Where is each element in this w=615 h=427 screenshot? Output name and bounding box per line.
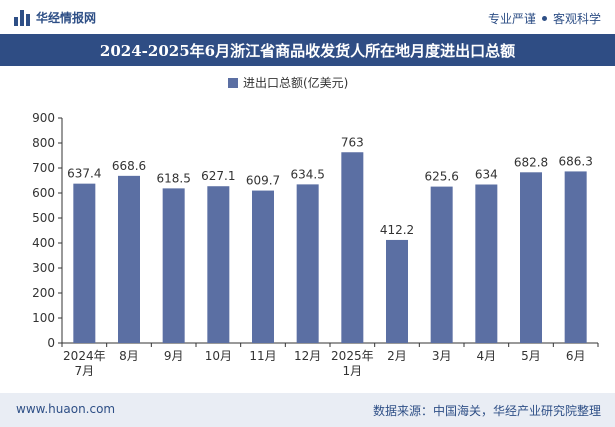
x-tick-label: 12月 (294, 349, 321, 363)
bar (118, 175, 140, 343)
data-label: 686.3 (558, 154, 592, 168)
top-bar: 华经情报网 专业严谨 客观科学 (0, 0, 615, 34)
data-label: 634 (475, 168, 498, 182)
y-tick-label: 500 (32, 211, 55, 225)
y-tick-label: 300 (32, 261, 55, 275)
bar (520, 172, 542, 343)
footer: www.huaon.com 数据来源：中国海关，华经产业研究院整理 (0, 393, 615, 427)
bar (564, 171, 587, 343)
brand-name: 华经情报网 (36, 11, 97, 25)
slogan-left: 专业严谨 (487, 12, 536, 26)
x-tick-label: 11月 (249, 349, 276, 363)
slogan-right: 客观科学 (552, 12, 601, 26)
y-tick-label: 0 (47, 336, 55, 350)
dot-icon (541, 16, 547, 21)
x-tick-label: 2025年 1月 (331, 349, 374, 378)
legend-label: 进出口总额(亿美元) (243, 75, 348, 90)
slogan: 专业严谨 客观科学 (488, 10, 601, 27)
footer-source: 数据来源：中国海关，华经产业研究院整理 (372, 404, 601, 418)
x-tick-label: 3月 (432, 349, 452, 363)
data-label: 609.7 (246, 174, 280, 188)
data-label: 637.4 (67, 167, 101, 181)
bar (341, 152, 364, 343)
y-tick-label: 400 (32, 236, 55, 250)
y-tick-label: 600 (32, 186, 55, 200)
data-label: 627.1 (201, 169, 235, 183)
footer-website: www.huaon.com (16, 402, 116, 416)
bar (475, 184, 498, 343)
data-label: 668.6 (112, 159, 146, 173)
y-tick-label: 800 (32, 136, 55, 150)
bar (296, 184, 319, 343)
data-label: 763 (341, 135, 364, 149)
brand-logo-icon (14, 9, 30, 26)
x-tick-label: 6月 (566, 349, 586, 363)
data-label: 625.6 (424, 170, 458, 184)
bar (73, 183, 96, 343)
y-tick-label: 700 (32, 161, 55, 175)
x-tick-label: 5月 (521, 349, 541, 363)
x-tick-label: 8月 (119, 349, 139, 363)
y-tick-label: 100 (32, 311, 55, 325)
legend-swatch (228, 78, 238, 88)
title-bar: 2024-2025年6月浙江省商品收发货人所在地月度进出口总额 (0, 34, 615, 66)
x-tick-label: 10月 (205, 349, 232, 363)
bar (252, 190, 274, 343)
data-label: 412.2 (380, 223, 414, 237)
x-tick-label: 9月 (164, 349, 184, 363)
bar (386, 239, 408, 343)
y-tick-label: 900 (32, 111, 55, 125)
bar-chart: 进出口总额(亿美元) 0 100 200 300 400 500 600 700 800 900 63… (32, 75, 599, 378)
x-tick-label: 4月 (477, 349, 497, 363)
y-tick-label: 200 (32, 286, 55, 300)
x-tick-label: 2024年 7月 (63, 349, 106, 378)
chart-title: 2024-2025年6月浙江省商品收发货人所在地月度进出口总额 (99, 41, 516, 60)
data-label: 618.5 (156, 171, 190, 185)
bar (162, 188, 185, 343)
bar (430, 186, 453, 343)
brand: 华经情报网 (14, 9, 96, 26)
data-label: 682.8 (514, 155, 548, 169)
x-tick-label: 2月 (387, 349, 407, 363)
bar (207, 186, 230, 343)
data-label: 634.5 (290, 167, 324, 181)
legend: 进出口总额(亿美元) (228, 75, 348, 90)
